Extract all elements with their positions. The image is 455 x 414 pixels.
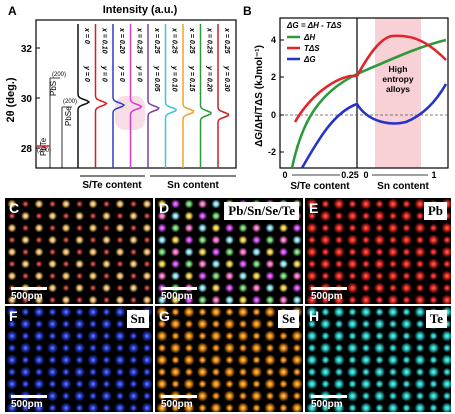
stem-tile-element-label: Pb/Sn/Se/Te [224, 202, 299, 220]
stem-tile-f: F Sn 500pm [5, 306, 153, 412]
panel-a-curve-y-label: y = 0.10 [171, 65, 178, 92]
panel-b-region-label-3: alloys [386, 84, 410, 94]
panel-a-ref-200-top: (200) [52, 72, 66, 78]
panel-b-energy-plot: 4 2 0 -2 ΔG = ΔH - TΔS ΔH TΔS ΔG ΔG/ΔH/TΔS (k… [254, 17, 449, 192]
panel-b-ytick: 0 [271, 110, 276, 120]
panel-a-ref-pbs: PbS [49, 81, 58, 96]
panel-b-xtick-0-left: 0 [282, 170, 287, 180]
panel-a-sn-label: Sn content [167, 180, 219, 191]
panel-a-curve-x-label: x = 0.25 [223, 27, 230, 54]
panel-b-xtick-1: 1 [431, 170, 436, 180]
scale-bar-label: 500pm [161, 291, 193, 302]
panel-b-legend-label: ΔG [303, 55, 316, 64]
stem-tile-letter: H [309, 308, 320, 324]
panel-a-letter: A [8, 4, 17, 18]
stem-tile-element-label: Pb [423, 202, 447, 220]
panel-a-ref-pbs-bar [49, 77, 60, 168]
panel-b-curve [293, 34, 447, 123]
panel-b-frame [279, 17, 449, 169]
panel-a-ytick: 32 [21, 44, 33, 55]
panel-b-legend-label: TΔS [304, 44, 320, 53]
scale-bar [161, 395, 197, 398]
scale-bar [161, 287, 197, 290]
panel-a-xrd-plot: Intensity (a.u.) 32 30 28 x = 0 y = 0 x = 0.… [5, 4, 237, 191]
panel-a-curve-y-label: y = 0.30 [223, 65, 230, 92]
stem-tile-letter: C [9, 200, 20, 216]
panel-a-curve-y-label: y = 0.15 [188, 65, 195, 92]
scale-bar-label: 500pm [311, 291, 343, 302]
panel-b-hea-region [375, 18, 421, 168]
panel-a-ytick: 30 [21, 94, 33, 105]
stem-tile-h: H Te 500pm [305, 306, 451, 412]
stem-tile-element-label: Sn [126, 310, 149, 328]
scale-bar [311, 287, 347, 290]
panel-a-curve-x-label: x = 0 [83, 27, 90, 44]
panel-a-curve-x-label: x = 0.20 [118, 27, 125, 54]
panel-a-curve-y-label: y = 0 [83, 65, 90, 82]
panel-a-curve-x-label: x = 0.25 [171, 27, 178, 54]
stem-image [5, 198, 153, 304]
panel-a-curve-y-label: y = 0.20 [206, 65, 213, 92]
panel-b-region-label-1: High [389, 64, 408, 74]
panel-a-curve-y-label: y = 0.05 [153, 65, 160, 92]
panel-a-curve [182, 24, 195, 168]
panel-b-x-right-label: Sn content [377, 181, 429, 192]
panel-b-ytick: -2 [268, 147, 276, 157]
scale-bar-label: 500pm [311, 399, 343, 410]
panel-a-y-axis-label: 2θ (deg.) [5, 77, 17, 122]
scale-bar-label: 500pm [11, 399, 43, 410]
panel-a-frame [35, 19, 237, 169]
panel-b-y-axis-label: ΔG/ΔH/TΔS (kJmol⁻¹) [254, 45, 265, 147]
scale-bar [11, 287, 47, 290]
stem-tile-d: D Pb/Sn/Se/Te 500pm [155, 198, 303, 304]
panel-b-curve [300, 83, 448, 169]
panel-a-curve-x-label: x = 0.10 [101, 27, 108, 54]
panel-a-curve-y-label: y = 0 [101, 65, 108, 82]
panel-a-curve-x-label: x = 0.25 [153, 27, 160, 54]
panel-a-curve [164, 24, 178, 168]
panel-b-xtick-0-right: 0 [363, 170, 368, 180]
panel-a-s-te-label: S/Te content [82, 180, 142, 191]
panel-a-ref-200-low: (200) [37, 148, 51, 154]
panel-a-curve-y-label: y = 0 [136, 65, 143, 82]
panel-a-curve [129, 24, 143, 168]
scale-bar-label: 500pm [161, 399, 193, 410]
panel-b-equation: ΔG = ΔH - TΔS [286, 21, 342, 30]
stem-tile-element-label: Te [425, 310, 447, 328]
stem-tile-g: G Se 500pm [155, 306, 303, 412]
panel-a-curve-x-label: x = 0.25 [188, 27, 195, 54]
stem-tile-c: C 500pm [5, 198, 153, 304]
panel-a-curve-y-label: y = 0 [118, 65, 125, 82]
panel-b-letter: B [243, 4, 252, 18]
stem-tile-element-label: Se [278, 310, 299, 328]
stem-tile-letter: D [159, 200, 170, 216]
panel-a-curve-x-label: x = 0.25 [136, 27, 143, 54]
panel-b-ytick: 4 [271, 35, 276, 45]
panel-a-ref-pbse: PbSe [64, 106, 73, 126]
scale-bar [11, 395, 47, 398]
stem-tile-letter: F [9, 308, 18, 324]
panel-a-curve [94, 24, 108, 168]
panel-a-curve [112, 24, 126, 168]
panel-b-legend-label: ΔH [303, 33, 315, 42]
stem-tile-letter: E [309, 200, 319, 216]
panel-a-curve [199, 24, 212, 168]
panel-a-ref-200-mid: (200) [63, 99, 77, 105]
panel-a-curve [77, 24, 91, 168]
panel-b-x-left-label: S/Te content [290, 181, 350, 192]
panel-a-curve [217, 24, 230, 168]
panel-b-ytick: 2 [271, 72, 276, 82]
panel-a-curve-x-label: x = 0.25 [206, 27, 213, 54]
panel-a-ref-pbse-bar [61, 106, 72, 168]
stem-tile-e: E Pb 500pm [305, 198, 451, 304]
panel-a-ytick: 28 [21, 144, 33, 155]
panel-b-xtick-025: 0.25 [341, 170, 359, 180]
panel-b-region-label-2: entropy [382, 74, 413, 84]
panel-a-intensity-label: Intensity (a.u.) [103, 4, 178, 16]
scale-bar [311, 395, 347, 398]
panel-a-curve [147, 24, 160, 168]
scale-bar-label: 500pm [11, 291, 43, 302]
stem-tile-letter: G [159, 308, 170, 324]
